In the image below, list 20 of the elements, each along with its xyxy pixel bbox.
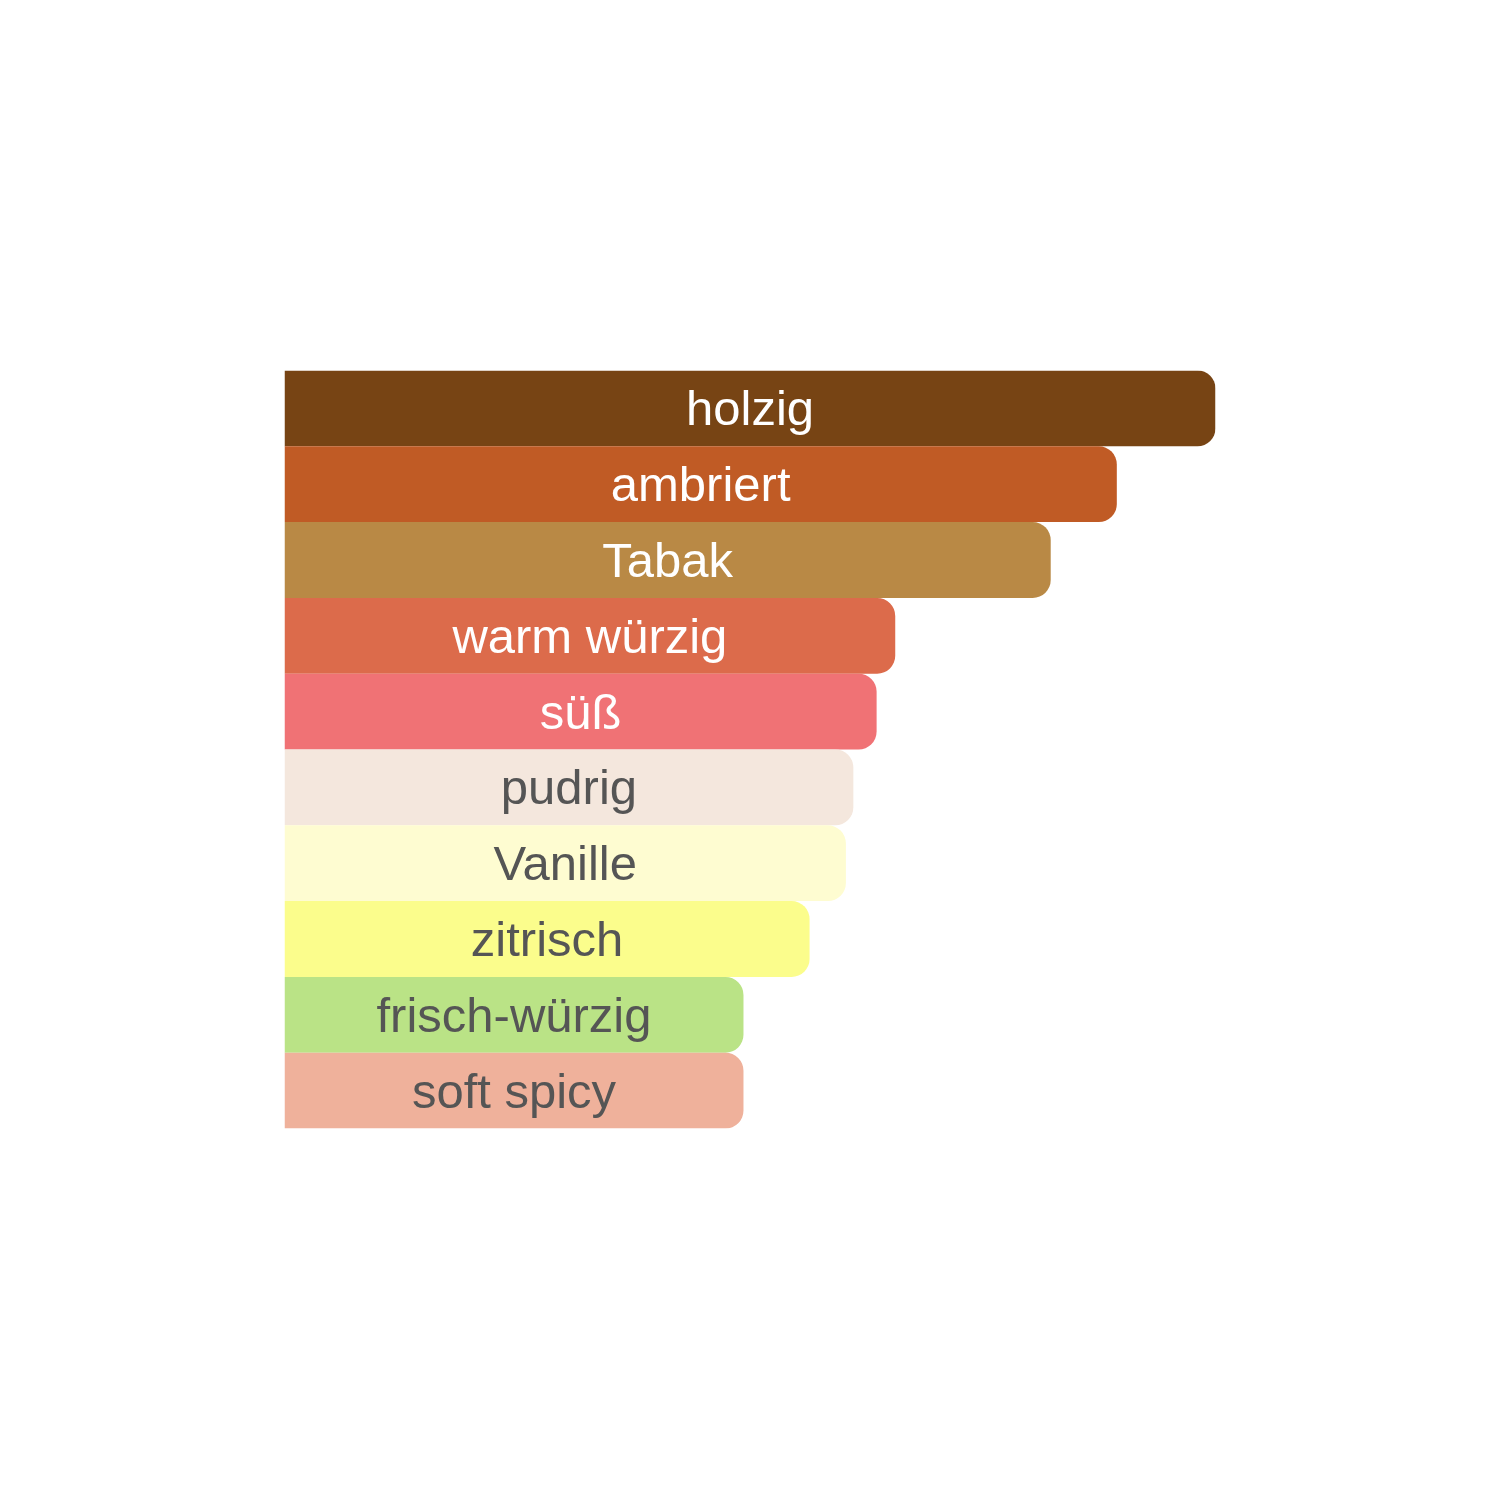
y-tick-label: Tabak <box>602 533 734 587</box>
bar <box>284 1052 744 1129</box>
bar <box>284 597 896 674</box>
y-tick-label: holzig <box>685 381 815 436</box>
y-tick-label: soft spicy <box>411 1063 617 1118</box>
bar <box>284 673 877 750</box>
y-tick-label: warm würzig <box>451 608 728 663</box>
bar <box>284 370 1216 447</box>
y-tick-label: frisch-würzig <box>376 987 652 1042</box>
bar <box>284 749 854 826</box>
bar <box>284 446 1117 523</box>
y-tick-label: zitrisch <box>470 912 624 966</box>
y-tick-label: Vanille <box>493 836 637 891</box>
y-tick-label: pudrig <box>500 760 638 815</box>
bar <box>284 522 1051 598</box>
y-tick-label: ambriert <box>610 457 791 512</box>
y-tick-label: süß <box>539 684 622 739</box>
bar <box>284 901 810 977</box>
bar <box>284 976 744 1053</box>
bar <box>284 825 846 902</box>
